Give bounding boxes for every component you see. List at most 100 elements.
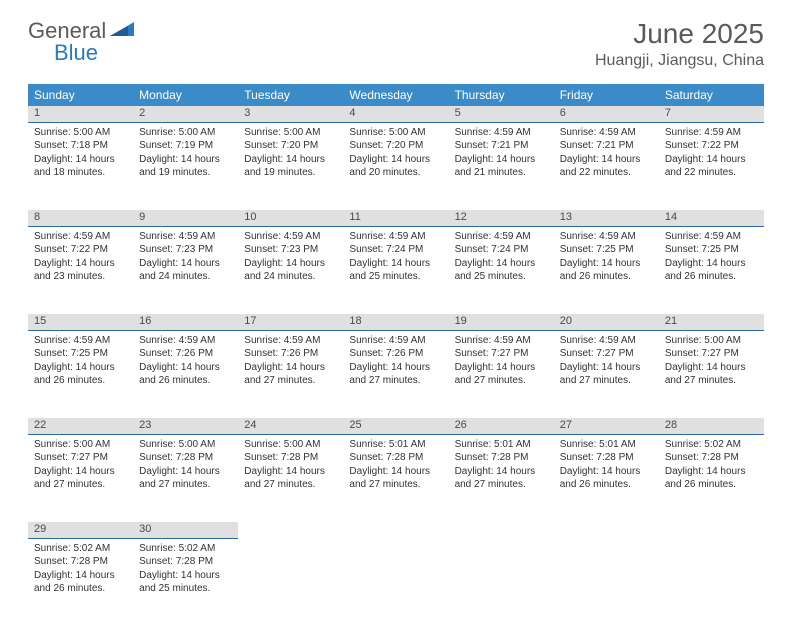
day-d2-text: and 26 minutes.	[560, 478, 653, 492]
day-content-cell	[343, 538, 448, 626]
weekday-header: Monday	[133, 84, 238, 106]
day-ss-text: Sunset: 7:23 PM	[139, 243, 232, 257]
day-sr-text: Sunrise: 5:00 AM	[34, 126, 127, 140]
day-ss-text: Sunset: 7:28 PM	[349, 451, 442, 465]
day-content-cell: Sunrise: 4:59 AMSunset: 7:21 PMDaylight:…	[554, 122, 659, 210]
day-d2-text: and 23 minutes.	[34, 270, 127, 284]
page-header: General Blue June 2025 Huangji, Jiangsu,…	[0, 0, 792, 76]
day-d1-text: Daylight: 14 hours	[139, 153, 232, 167]
day-ss-text: Sunset: 7:20 PM	[244, 139, 337, 153]
day-number-row: 891011121314	[28, 210, 764, 226]
day-d2-text: and 27 minutes.	[455, 478, 548, 492]
day-ss-text: Sunset: 7:21 PM	[560, 139, 653, 153]
day-content-row: Sunrise: 5:00 AMSunset: 7:27 PMDaylight:…	[28, 434, 764, 522]
day-d2-text: and 27 minutes.	[139, 478, 232, 492]
day-content-cell: Sunrise: 4:59 AMSunset: 7:25 PMDaylight:…	[28, 330, 133, 418]
day-number-cell: 13	[554, 210, 659, 226]
day-d1-text: Daylight: 14 hours	[665, 257, 758, 271]
day-number-cell: 16	[133, 314, 238, 330]
day-content-cell: Sunrise: 5:00 AMSunset: 7:28 PMDaylight:…	[238, 434, 343, 522]
day-ss-text: Sunset: 7:21 PM	[455, 139, 548, 153]
day-d1-text: Daylight: 14 hours	[244, 465, 337, 479]
day-content-row: Sunrise: 4:59 AM Sunset: 7:22 PM Daylight:…	[28, 226, 764, 314]
day-number-cell	[449, 522, 554, 538]
day-d2-text: and 27 minutes.	[349, 374, 442, 388]
day-d2-text: and 22 minutes.	[560, 166, 653, 180]
day-sr-text: Sunrise: 4:59 AM	[455, 230, 548, 244]
weekday-header: Sunday	[28, 84, 133, 106]
day-ss-text: Sunset: 7:22 PM	[34, 243, 127, 257]
day-number-cell: 12	[449, 210, 554, 226]
day-content-cell: Sunrise: 5:00 AMSunset: 7:20 PMDaylight:…	[343, 122, 448, 210]
day-ss-text: Sunset: 7:25 PM	[665, 243, 758, 257]
logo-triangle-icon	[110, 20, 136, 43]
page-title: June 2025	[595, 18, 764, 50]
day-content-row: Sunrise: 5:00 AMSunset: 7:18 PMDaylight:…	[28, 122, 764, 210]
day-content-cell: Sunrise: 5:00 AMSunset: 7:19 PMDaylight:…	[133, 122, 238, 210]
day-d1-text: Daylight: 14 hours	[560, 153, 653, 167]
day-number-cell: 24	[238, 418, 343, 434]
day-content-cell: Sunrise: 5:02 AMSunset: 7:28 PMDaylight:…	[28, 538, 133, 626]
logo: General Blue	[28, 18, 136, 44]
day-d2-text: and 22 minutes.	[665, 166, 758, 180]
day-content-cell: Sunrise: 4:59 AMSunset: 7:21 PMDaylight:…	[449, 122, 554, 210]
day-d1-text: Daylight: 14 hours	[665, 153, 758, 167]
day-sr-text: Sunrise: 5:00 AM	[665, 334, 758, 348]
day-content-cell: Sunrise: 4:59 AMSunset: 7:27 PMDaylight:…	[449, 330, 554, 418]
day-content-row: Sunrise: 5:02 AMSunset: 7:28 PM Daylight:…	[28, 538, 764, 626]
day-ss-text: Sunset: 7:27 PM	[665, 347, 758, 361]
day-content-cell: Sunrise: 5:01 AMSunset: 7:28 PMDaylight:…	[343, 434, 448, 522]
day-content-cell: Sunrise: 4:59 AMSunset: 7:24 PMDaylight:…	[449, 226, 554, 314]
day-ss-text: Sunset: 7:24 PM	[455, 243, 548, 257]
day-d1-text: Daylight: 14 hours	[560, 257, 653, 271]
day-ss-text: Sunset: 7:28 PM	[139, 555, 232, 569]
day-d1-text: Daylight: 14 hours	[34, 361, 127, 375]
day-d1-text: Daylight: 14 hours	[139, 361, 232, 375]
day-number-row: 15161718192021	[28, 314, 764, 330]
day-content-cell: Sunrise: 4:59 AMSunset: 7:26 PMDaylight:…	[238, 330, 343, 418]
day-sr-text: Sunrise: 5:00 AM	[139, 126, 232, 140]
day-d2-text: and 27 minutes.	[349, 478, 442, 492]
day-sr-text: Sunrise: 5:02 AM	[139, 542, 232, 556]
day-number-cell: 6	[554, 106, 659, 122]
day-ss-text: Sunset: 7:28 PM	[560, 451, 653, 465]
day-number-cell: 19	[449, 314, 554, 330]
day-sr-text: Sunrise: 4:59 AM	[455, 126, 548, 140]
day-sr-text: Sunrise: 4:59 AM	[244, 230, 337, 244]
day-number-cell: 30	[133, 522, 238, 538]
weekday-header: Wednesday	[343, 84, 448, 106]
day-sr-text: Sunrise: 4:59 AM	[560, 126, 653, 140]
day-sr-text: Sunrise: 4:59 AM	[349, 230, 442, 244]
day-number-cell: 11	[343, 210, 448, 226]
day-d2-text: and 26 minutes.	[560, 270, 653, 284]
day-d2-text: and 27 minutes.	[244, 374, 337, 388]
weekday-header-row: Sunday Monday Tuesday Wednesday Thursday…	[28, 84, 764, 106]
day-d1-text: Daylight: 14 hours	[349, 257, 442, 271]
day-content-cell	[449, 538, 554, 626]
day-d1-text: Daylight: 14 hours	[455, 465, 548, 479]
day-sr-text: Sunrise: 5:00 AM	[139, 438, 232, 452]
day-ss-text: Sunset: 7:26 PM	[349, 347, 442, 361]
day-ss-text: Sunset: 7:25 PM	[560, 243, 653, 257]
day-sr-text: Sunrise: 5:02 AM	[665, 438, 758, 452]
day-sr-text: Sunrise: 4:59 AM	[244, 334, 337, 348]
day-d1-text: Daylight: 14 hours	[139, 257, 232, 271]
day-d1-text: Daylight: 14 hours	[349, 465, 442, 479]
day-content-cell: Sunrise: 5:00 AMSunset: 7:18 PMDaylight:…	[28, 122, 133, 210]
day-number-cell: 5	[449, 106, 554, 122]
day-content-cell	[238, 538, 343, 626]
day-ss-text: Sunset: 7:27 PM	[455, 347, 548, 361]
day-sr-text: Sunrise: 5:01 AM	[349, 438, 442, 452]
day-number-cell: 28	[659, 418, 764, 434]
day-sr-text: Sunrise: 4:59 AM	[349, 334, 442, 348]
day-number-cell: 23	[133, 418, 238, 434]
day-number-cell: 2	[133, 106, 238, 122]
day-d1-text: Daylight: 14 hours	[34, 153, 127, 167]
day-d1-text: Daylight: 14 hours	[244, 361, 337, 375]
day-sr-text: Sunrise: 4:59 AM	[560, 230, 653, 244]
day-d1-text: Daylight: 14 hours	[34, 569, 127, 583]
day-d2-text: and 19 minutes.	[244, 166, 337, 180]
day-d1-text: Daylight: 14 hours	[34, 465, 127, 479]
day-content-cell: Sunrise: 4:59 AMSunset: 7:22 PMDaylight:…	[659, 122, 764, 210]
day-d2-text: and 27 minutes.	[665, 374, 758, 388]
